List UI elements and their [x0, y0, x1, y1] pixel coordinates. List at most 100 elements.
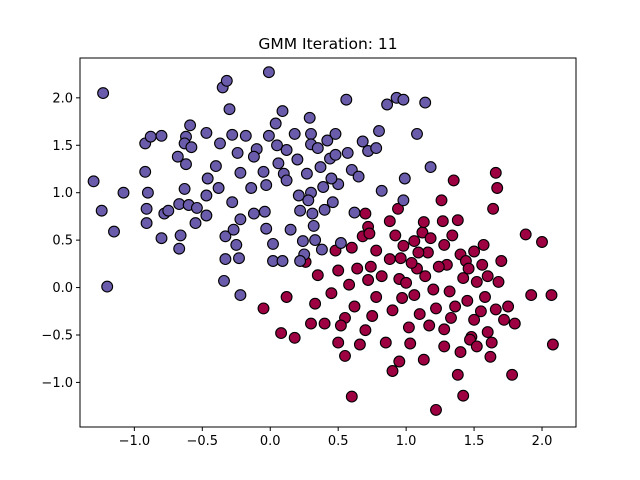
data-point-cluster-2	[449, 300, 462, 313]
data-point-cluster-2	[502, 300, 515, 313]
data-point-cluster-1	[239, 129, 252, 142]
data-point-cluster-1	[144, 130, 157, 143]
data-point-cluster-2	[430, 302, 442, 315]
data-point-cluster-1	[375, 184, 388, 197]
data-point-cluster-1	[219, 253, 232, 266]
data-point-cluster-2	[394, 252, 407, 265]
data-point-cluster-1	[317, 181, 330, 193]
data-point-cluster-2	[430, 403, 442, 416]
data-point-cluster-2	[451, 214, 464, 227]
data-point-cluster-2	[427, 283, 440, 296]
data-point-cluster-1	[180, 158, 192, 171]
data-point-cluster-2	[362, 274, 375, 286]
data-point-cluster-1	[258, 205, 271, 218]
data-point-cluster-1	[87, 175, 100, 188]
y-tick-label: 0.5	[52, 234, 73, 249]
data-point-cluster-2	[383, 215, 396, 228]
data-point-cluster-2	[470, 275, 483, 288]
data-point-cluster-2	[345, 390, 358, 403]
data-point-cluster-2	[487, 202, 500, 215]
data-point-cluster-1	[262, 129, 275, 142]
data-point-cluster-1	[260, 222, 273, 235]
data-point-cluster-1	[190, 201, 203, 214]
data-point-cluster-2	[457, 272, 470, 285]
data-point-cluster-1	[219, 230, 232, 243]
data-point-cluster-1	[307, 219, 320, 232]
data-point-cluster-2	[468, 245, 481, 258]
data-point-cluster-2	[525, 289, 538, 302]
plot-frame	[79, 57, 577, 428]
data-point-cluster-1	[271, 139, 283, 152]
data-point-cluster-1	[318, 203, 331, 216]
data-point-cluster-2	[445, 311, 457, 324]
data-point-cluster-2	[451, 368, 464, 381]
data-point-cluster-1	[267, 237, 279, 250]
data-point-cluster-2	[435, 194, 448, 207]
data-point-cluster-2	[436, 215, 449, 228]
data-point-cluster-1	[209, 160, 222, 173]
data-point-cluster-2	[454, 346, 467, 359]
data-point-cluster-2	[485, 336, 498, 349]
data-point-cluster-1	[185, 141, 198, 154]
data-point-cluster-1	[95, 204, 108, 217]
data-point-cluster-2	[393, 355, 406, 368]
data-point-cluster-2	[489, 303, 502, 316]
data-point-cluster-1	[200, 126, 213, 139]
y-tick-label: −1.0	[41, 376, 73, 391]
data-point-cluster-1	[329, 148, 342, 161]
data-point-cluster-2	[363, 227, 376, 240]
data-point-cluster-1	[139, 165, 152, 178]
y-tick-label: −0.5	[41, 328, 73, 343]
data-point-cluster-1	[247, 207, 260, 220]
data-point-cluster-1	[141, 186, 154, 199]
data-point-cluster-2	[506, 368, 519, 381]
data-point-cluster-2	[351, 262, 364, 275]
y-tick-label: 0.0	[52, 281, 73, 296]
data-point-cluster-2	[447, 174, 460, 187]
data-point-cluster-2	[397, 239, 410, 252]
data-point-cluster-1	[296, 235, 309, 248]
data-point-cluster-1	[234, 213, 247, 226]
data-point-cluster-1	[245, 182, 258, 194]
data-point-cluster-1	[334, 237, 347, 249]
data-point-cluster-1	[302, 194, 315, 207]
data-point-cluster-2	[400, 276, 413, 289]
data-point-cluster-1	[300, 167, 313, 180]
data-point-cluster-2	[491, 182, 504, 194]
data-point-cluster-2	[470, 340, 483, 353]
data-point-cluster-1	[276, 105, 289, 118]
data-point-cluster-1	[178, 182, 191, 195]
data-point-cluster-2	[424, 232, 437, 245]
data-point-cluster-1	[218, 274, 230, 287]
data-point-cluster-2	[348, 300, 361, 313]
data-point-cluster-2	[364, 260, 377, 273]
data-point-cluster-2	[280, 291, 293, 303]
data-point-cluster-2	[359, 207, 372, 220]
data-point-cluster-2	[519, 228, 532, 241]
data-point-cluster-1	[231, 146, 244, 159]
data-point-cluster-1	[370, 142, 383, 155]
data-point-cluster-2	[432, 260, 445, 273]
data-point-cluster-1	[280, 174, 293, 187]
y-tick-label: 1.0	[52, 186, 73, 201]
data-point-cluster-2	[325, 287, 338, 300]
data-point-cluster-1	[200, 209, 213, 222]
data-point-cluster-1	[288, 127, 301, 140]
data-point-cluster-2	[457, 389, 470, 402]
data-point-cluster-2	[417, 216, 430, 229]
x-axis: −1.0 −0.5 0.0 0.5 1.0 1.5 2.0	[119, 427, 552, 449]
data-point-cluster-1	[303, 111, 316, 124]
data-point-cluster-2	[479, 291, 491, 303]
data-point-cluster-1	[184, 119, 197, 132]
data-point-cluster-1	[284, 223, 297, 236]
data-point-cluster-2	[343, 278, 356, 291]
data-point-cluster-2	[481, 326, 494, 339]
data-point-cluster-2	[484, 350, 497, 363]
data-point-cluster-1	[262, 66, 275, 79]
data-point-cluster-1	[398, 172, 411, 185]
data-point-cluster-2	[476, 258, 489, 271]
data-point-cluster-2	[408, 235, 421, 248]
data-point-cluster-2	[318, 317, 331, 330]
data-point-cluster-2	[379, 336, 392, 349]
